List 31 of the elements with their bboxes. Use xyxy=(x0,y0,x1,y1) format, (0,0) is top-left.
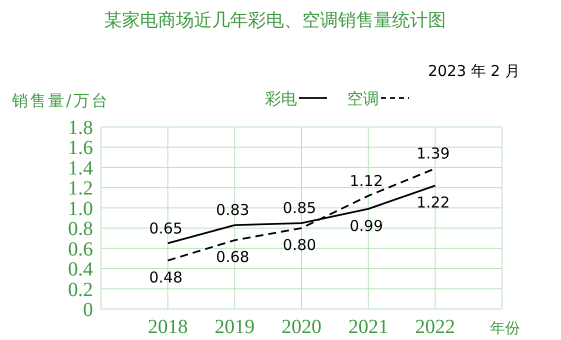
data-label: 0.83 xyxy=(216,201,250,220)
y-tick-label: 0.2 xyxy=(68,278,93,301)
y-tick-label: 1.8 xyxy=(68,117,93,139)
chart-title: 某家电商场近几年彩电、空调销售量统计图 xyxy=(104,10,446,31)
data-label: 0.99 xyxy=(350,216,384,235)
data-label: 1.12 xyxy=(350,172,384,190)
y-tick-label: 1.6 xyxy=(68,137,93,160)
legend-label: 空调 xyxy=(347,89,379,108)
y-tick-label: 1.2 xyxy=(68,178,93,200)
legend-label: 彩电 xyxy=(265,89,297,108)
y-tick-label: 0.8 xyxy=(68,218,93,240)
data-label: 0.65 xyxy=(149,219,183,238)
x-tick-label: 2021 xyxy=(348,316,388,338)
data-label: 0.68 xyxy=(216,248,250,266)
data-label: 0.80 xyxy=(282,236,316,254)
x-tick-label: 2020 xyxy=(282,316,322,338)
data-label: 0.48 xyxy=(149,268,183,286)
x-tick-label: 2022 xyxy=(415,316,456,338)
x-tick-label: 2019 xyxy=(214,316,255,338)
chart-subtitle: 2023 年 2 月 xyxy=(428,62,520,80)
data-label: 0.85 xyxy=(282,199,316,218)
y-tick-label: 1.4 xyxy=(68,157,93,180)
x-tick-label: 2018 xyxy=(148,316,188,338)
y-tick-label: 1.0 xyxy=(68,198,93,220)
x-axis-title: 年份 xyxy=(490,319,520,337)
data-label: 1.22 xyxy=(416,194,450,212)
data-label: 1.39 xyxy=(416,144,450,162)
y-tick-label: 0.4 xyxy=(68,258,93,281)
y-tick-label: 0.6 xyxy=(68,238,93,260)
y-axis-title: 销售量/万台 xyxy=(11,91,110,110)
y-tick-label: 0 xyxy=(83,299,93,321)
